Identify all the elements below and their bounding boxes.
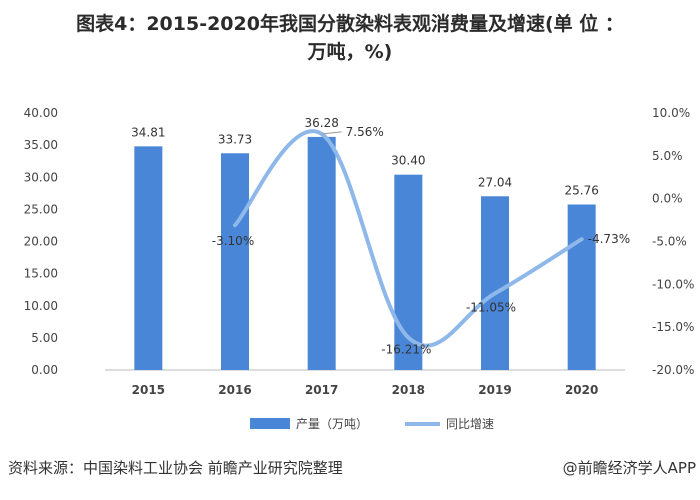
left-tick-label: 25.00 bbox=[24, 202, 58, 216]
bar-value-label: 25.76 bbox=[564, 183, 598, 197]
left-tick-label: 5.00 bbox=[31, 331, 58, 345]
left-tick-label: 10.00 bbox=[24, 299, 58, 313]
bar-value-label: 34.81 bbox=[131, 125, 165, 139]
right-tick-label: 0.0% bbox=[652, 192, 683, 206]
line-value-label: -16.21% bbox=[381, 343, 431, 357]
bar-value-label: 33.73 bbox=[218, 132, 252, 146]
bar-value-label: 27.04 bbox=[478, 175, 512, 189]
bar-value-label: 30.40 bbox=[391, 154, 425, 168]
line-value-label: -3.10% bbox=[212, 234, 254, 248]
right-tick-label: -5.0% bbox=[652, 235, 687, 249]
bar-2015 bbox=[134, 146, 163, 370]
x-tick-label: 2017 bbox=[305, 383, 338, 397]
x-tick-label: 2016 bbox=[218, 383, 251, 397]
right-tick-label: -10.0% bbox=[652, 277, 694, 291]
source-note: 资料来源：中国染料工业协会 前瞻产业研究院整理 bbox=[8, 459, 343, 477]
legend-swatch-bar bbox=[250, 418, 290, 429]
right-tick-label: -15.0% bbox=[652, 320, 694, 334]
legend-label-line: 同比增速 bbox=[446, 417, 494, 431]
line-value-label: -11.05% bbox=[466, 300, 516, 314]
bar-value-label: 36.28 bbox=[304, 116, 338, 130]
line-value-label: 7.56% bbox=[346, 125, 384, 139]
left-tick-label: 15.00 bbox=[24, 267, 58, 281]
label-leader bbox=[321, 131, 342, 135]
left-tick-label: 0.00 bbox=[31, 363, 58, 377]
left-tick-label: 35.00 bbox=[24, 138, 58, 152]
left-tick-label: 20.00 bbox=[24, 235, 58, 249]
chart-title: 图表4：2015-2020年我国分散染料表观消费量及增速(单 位 ： 万吨，%) bbox=[76, 13, 624, 63]
x-tick-label: 2015 bbox=[132, 383, 165, 397]
growth-rate-line bbox=[233, 129, 584, 348]
legend-label-bar: 产量（万吨） bbox=[296, 417, 368, 431]
bar-2019 bbox=[481, 196, 509, 370]
brand-watermark: @前瞻经济学人APP bbox=[562, 459, 696, 477]
bar-2016 bbox=[221, 153, 249, 370]
x-tick-label: 2020 bbox=[565, 383, 598, 397]
bar-2020 bbox=[567, 204, 596, 370]
x-tick-label: 2018 bbox=[392, 383, 425, 397]
right-tick-label: -20.0% bbox=[652, 363, 694, 377]
left-tick-label: 40.00 bbox=[24, 106, 58, 120]
right-tick-label: 10.0% bbox=[652, 106, 690, 120]
left-tick-label: 30.00 bbox=[24, 170, 58, 184]
line-value-label: -4.73% bbox=[588, 232, 630, 246]
right-tick-label: 5.0% bbox=[652, 149, 683, 163]
x-tick-label: 2019 bbox=[478, 383, 511, 397]
bar-2017 bbox=[307, 136, 336, 370]
bar-2018 bbox=[394, 174, 423, 370]
